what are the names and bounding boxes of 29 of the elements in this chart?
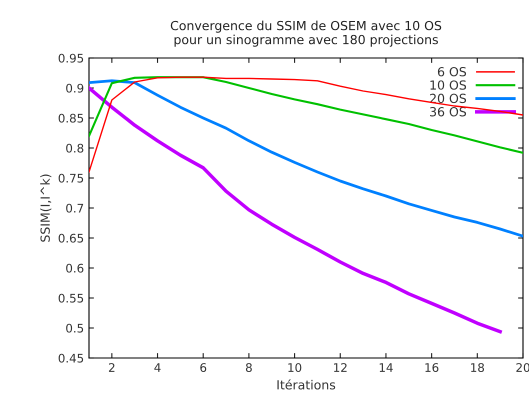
y-tick-label: 0.55 xyxy=(58,294,84,303)
x-tick-label: 4 xyxy=(154,363,161,372)
y-tick-label: 0.45 xyxy=(58,354,84,363)
x-tick-label: 6 xyxy=(200,363,206,372)
legend-label: 10 OS xyxy=(430,80,466,90)
x-tick-label: 14 xyxy=(380,363,393,372)
x-tick-label: 12 xyxy=(334,363,347,372)
y-tick-label: 0.65 xyxy=(58,234,84,243)
y-tick-label: 0.85 xyxy=(58,114,84,123)
y-tick-label: 0.8 xyxy=(66,144,84,153)
x-axis-title: Itérations xyxy=(277,379,336,390)
line-series xyxy=(89,76,523,154)
line-series xyxy=(89,79,523,238)
line-series xyxy=(89,76,523,173)
x-tick-label: 2 xyxy=(108,363,114,372)
x-tick-label: 18 xyxy=(471,363,484,372)
x-tick-label: 8 xyxy=(246,363,252,372)
y-tick-label: 0.7 xyxy=(66,204,84,213)
x-tick-label: 10 xyxy=(288,363,302,372)
y-axis-title: SSIM(I,I^k) xyxy=(40,174,52,242)
y-tick-label: 0.6 xyxy=(66,264,84,273)
legend-label: 6 OS xyxy=(438,66,466,76)
legend-label: 36 OS xyxy=(430,107,466,116)
y-tick-label: 0.75 xyxy=(58,174,84,183)
y-tick-label: 0.5 xyxy=(66,324,84,333)
y-tick-label: 0.95 xyxy=(58,54,84,63)
chart-title: Convergence du SSIM de OSEM avec 10 OS pour un sinogramme avec 180 projections xyxy=(170,20,442,47)
x-tick-label: 16 xyxy=(425,363,438,372)
y-tick-label: 0.9 xyxy=(66,84,84,93)
